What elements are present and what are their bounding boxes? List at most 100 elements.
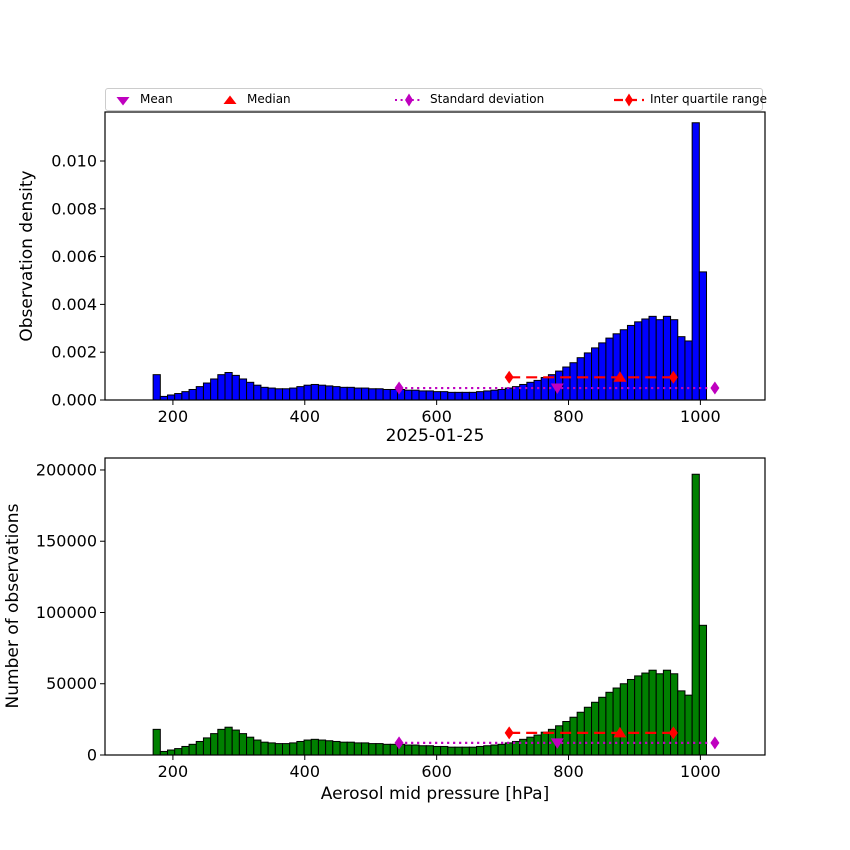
legend-label-median: Median [247, 92, 291, 106]
x-tick-label: 800 [553, 762, 584, 781]
x-tick-label: 200 [158, 407, 189, 426]
histogram-bar [404, 389, 413, 401]
diamond-marker [504, 726, 514, 740]
y-tick-label: 0 [87, 746, 97, 765]
histogram-bar [497, 743, 506, 756]
histogram-bar [253, 739, 262, 756]
histogram-bar [260, 741, 269, 756]
x-tick-label: 400 [290, 407, 321, 426]
histogram-bar [224, 726, 233, 756]
histogram-bar [569, 716, 578, 756]
histogram-bar [526, 381, 535, 401]
diamond-marker [394, 736, 404, 750]
triangle-marker [550, 383, 564, 395]
histogram-bar [497, 388, 506, 401]
histogram-bar [598, 342, 607, 401]
legend-label-standard-deviation: Standard deviation [430, 92, 545, 106]
x-axis-label: Aerosol mid pressure [hPa] [320, 784, 550, 804]
histogram-bar [504, 387, 513, 401]
triangle-marker [613, 371, 627, 382]
histogram-bar [281, 743, 291, 756]
histogram-bar [361, 387, 370, 401]
histogram-bar [504, 742, 513, 756]
histogram-bar [411, 389, 420, 401]
histogram-bar [591, 347, 600, 401]
histogram-bar [368, 743, 377, 756]
standard-deviation-marker-icon [395, 93, 423, 106]
y-tick-label: 150000 [36, 532, 97, 551]
histogram-bar [476, 391, 485, 401]
histogram-bar [389, 743, 398, 756]
inter-quartile-range-marker-icon [614, 93, 644, 106]
histogram-bar [490, 744, 499, 756]
histogram-bar [375, 388, 384, 401]
histogram-bar [468, 391, 478, 401]
histogram-bar [246, 736, 255, 756]
histogram-bar [468, 746, 478, 756]
histogram-bar [332, 386, 341, 401]
histogram-bar [483, 390, 492, 401]
histogram-bar [217, 728, 226, 756]
histogram-bar [612, 687, 621, 756]
histogram-bar [691, 473, 700, 756]
histogram-bar [562, 721, 571, 756]
histogram-bar [303, 384, 312, 401]
histogram-bar [325, 740, 334, 756]
x-tick-label: 600 [421, 407, 452, 426]
histogram-bar [310, 738, 319, 756]
histogram-bar [684, 340, 693, 401]
histogram-bar [691, 122, 700, 401]
histogram-bar [195, 386, 204, 401]
y-tick-label: 0.006 [51, 247, 97, 266]
diamond-marker [710, 736, 720, 750]
histogram-bar [677, 336, 686, 401]
histogram-bar [382, 743, 391, 756]
y-tick-label: 50000 [46, 674, 97, 693]
histogram-bar [274, 388, 283, 401]
histogram-bar [425, 390, 434, 401]
x-tick-label: 200 [158, 762, 189, 781]
y-axis-label-count: Number of observations [3, 503, 23, 709]
y-tick-label: 0.010 [51, 151, 97, 170]
histogram-bar [698, 624, 708, 756]
histogram-bar [281, 388, 291, 401]
y-tick-label: 0.008 [51, 199, 97, 218]
histogram-bar [418, 745, 427, 756]
diamond-marker [710, 381, 720, 395]
histogram-bar [677, 690, 686, 756]
histogram-bar [454, 391, 463, 401]
histogram-bar [698, 271, 708, 401]
histogram-bar [576, 357, 585, 401]
histogram-bar [289, 387, 298, 401]
histogram-bar [167, 394, 176, 401]
histogram-bar [619, 329, 628, 401]
histogram-bar [181, 745, 190, 756]
histogram-bar [461, 746, 470, 756]
histogram-bar [432, 745, 442, 756]
histogram-bar [260, 386, 269, 401]
histogram-bar [684, 694, 693, 756]
legend-label-inter-quartile-range: Inter quartile range [650, 92, 767, 106]
histogram-bar [238, 378, 248, 401]
y-tick-label: 0.000 [51, 391, 97, 410]
histogram-bar [152, 728, 161, 756]
histogram-bar [490, 389, 499, 401]
histogram-bar [174, 748, 183, 756]
histogram-bar [181, 391, 190, 401]
histogram-bar [411, 744, 420, 756]
legend-item-inter-quartile-range: Inter quartile range [614, 89, 767, 110]
histogram-bar [310, 383, 319, 401]
legend-item-median: Median [219, 89, 291, 110]
diamond-marker [668, 726, 678, 740]
y-tick-label: 0.004 [51, 295, 97, 314]
histogram-bar [569, 362, 578, 401]
y-tick-label: 200000 [36, 460, 97, 479]
histogram-bar [425, 745, 434, 756]
histogram-bar [404, 744, 413, 756]
histogram-bar [440, 745, 449, 756]
histogram-bar [346, 386, 355, 401]
histogram-bar [583, 706, 593, 756]
chart-title: 2025-01-25 [385, 426, 485, 446]
histogram-bar [195, 740, 204, 756]
histogram-bar [174, 393, 183, 401]
